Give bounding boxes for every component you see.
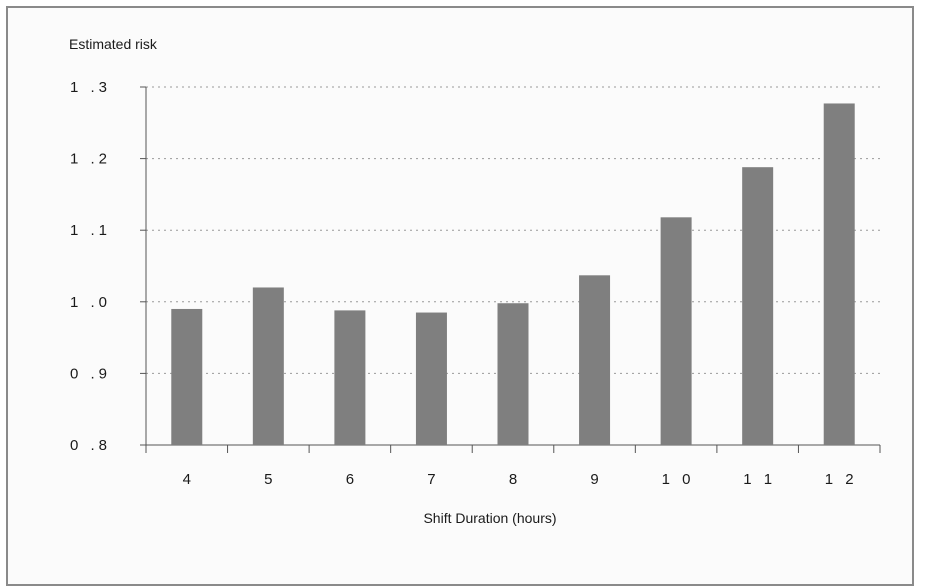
y-tick-label: 0 .8 xyxy=(70,437,111,454)
y-axis-title: Estimated risk xyxy=(69,36,158,52)
x-tick-label: 7 xyxy=(427,471,439,488)
bar xyxy=(742,167,774,445)
x-tick-label: 9 xyxy=(590,471,602,488)
bar xyxy=(579,275,611,445)
bar xyxy=(334,310,366,445)
x-tick-label: 8 xyxy=(509,471,521,488)
x-tick-label: 5 xyxy=(264,471,276,488)
bar xyxy=(415,312,447,445)
bar xyxy=(252,287,284,445)
x-tick-label: 1 0 xyxy=(662,471,695,488)
y-tick-label: 1 .3 xyxy=(70,79,111,96)
y-tick-label: 1 .2 xyxy=(70,151,111,168)
y-tick-labels: 0 .8 0 .9 1 .0 1 .1 1 .2 1 .3 xyxy=(70,79,111,454)
bars xyxy=(171,103,855,445)
bar xyxy=(660,217,692,445)
x-axis-title: Shift Duration (hours) xyxy=(423,510,556,526)
bar xyxy=(497,303,529,445)
bar-chart: 0 .8 0 .9 1 .0 1 .1 1 .2 1 .3 4 5 6 7 8 9 1 0 1 1 1 2… xyxy=(69,36,881,526)
x-tick-labels: 4 5 6 7 8 9 1 0 1 1 1 2 xyxy=(183,471,858,488)
bar xyxy=(171,308,203,445)
x-tick-label: 6 xyxy=(346,471,358,488)
x-tick-label: 1 2 xyxy=(825,471,858,488)
bar xyxy=(823,103,855,445)
x-tick-label: 4 xyxy=(183,471,195,488)
y-tick-label: 0 .9 xyxy=(70,365,111,382)
y-tick-label: 1 .1 xyxy=(70,222,111,239)
y-tick-label: 1 .0 xyxy=(70,294,111,311)
x-tick-label: 1 1 xyxy=(743,471,776,488)
